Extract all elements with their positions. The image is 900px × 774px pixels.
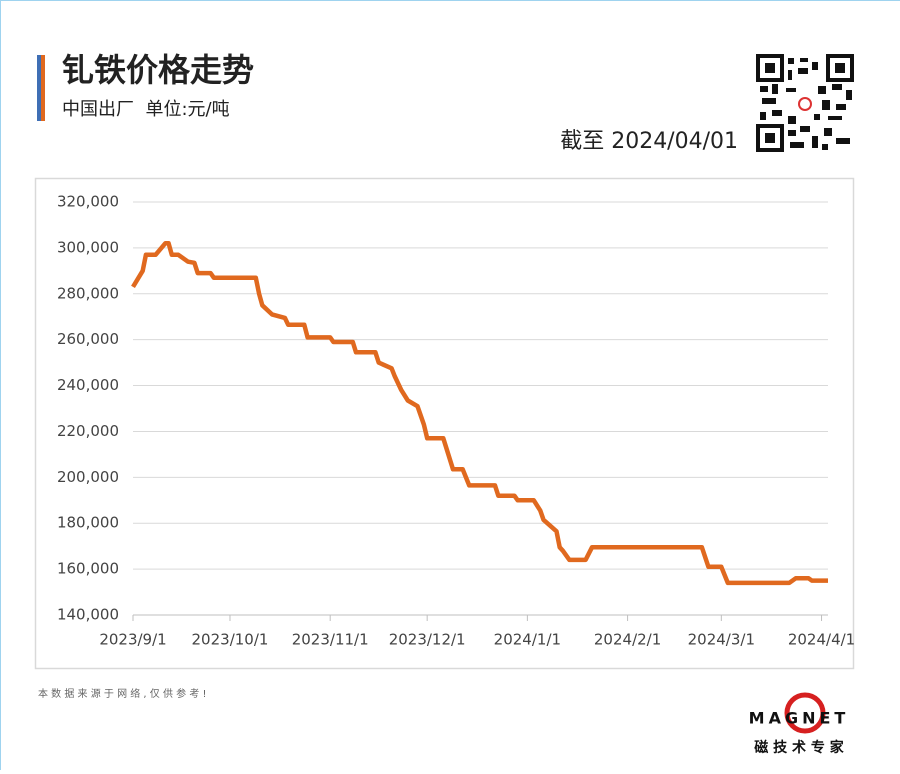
x-tick-label: 2023/9/1 xyxy=(99,631,166,649)
chart-subtitle: 中国出厂 单位:元/吨 xyxy=(62,99,230,120)
x-tick-label: 2023/11/1 xyxy=(292,631,369,649)
y-tick-label: 300,000 xyxy=(57,238,119,256)
x-tick-label: 2024/3/1 xyxy=(688,631,755,649)
y-tick-label: 220,000 xyxy=(57,422,119,440)
y-tick-label: 180,000 xyxy=(57,514,119,532)
y-tick-label: 160,000 xyxy=(57,560,119,578)
x-tick-label: 2024/1/1 xyxy=(494,631,561,649)
y-tick-label: 320,000 xyxy=(57,193,119,211)
brand-tagline: 磁 技 术 专 家 xyxy=(754,739,844,756)
x-tick-label: 2023/12/1 xyxy=(389,631,466,649)
y-tick-label: 240,000 xyxy=(57,376,119,394)
title-accent xyxy=(37,55,41,121)
brand-name: MAGNET xyxy=(749,709,850,728)
x-tick-label: 2024/2/1 xyxy=(594,631,661,649)
source-note: 本 数 据 来 源 于 网 络 , 仅 供 参 考 ! xyxy=(38,687,207,700)
y-tick-label: 260,000 xyxy=(57,330,119,348)
y-tick-label: 200,000 xyxy=(57,468,119,486)
x-tick-label: 2024/4/1 xyxy=(788,631,855,649)
qr-code xyxy=(757,55,853,151)
y-tick-label: 140,000 xyxy=(57,606,119,624)
y-tick-label: 280,000 xyxy=(57,284,119,302)
date-note: 截至 2024/04/01 xyxy=(560,129,738,154)
x-tick-label: 2023/10/1 xyxy=(192,631,269,649)
title-accent xyxy=(41,55,45,121)
chart-title: 钆铁价格走势 xyxy=(62,51,254,89)
